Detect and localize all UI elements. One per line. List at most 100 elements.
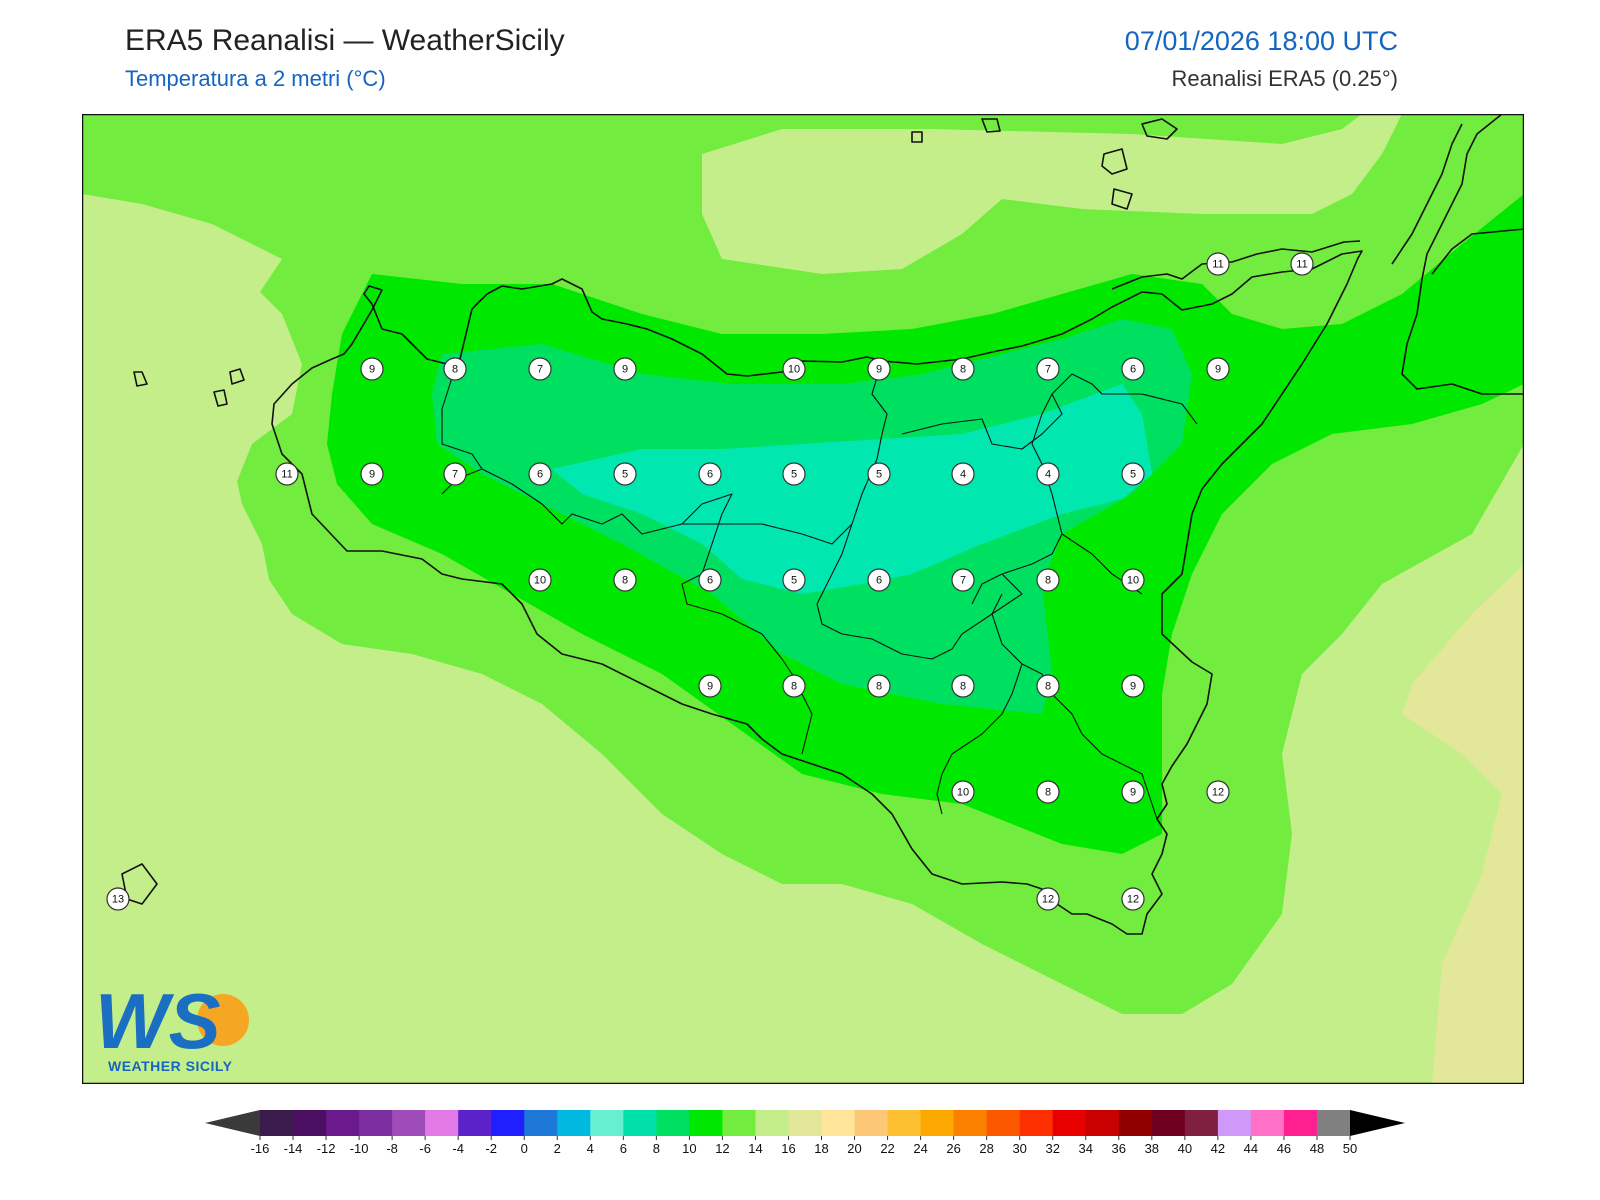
map-title: ERA5 Reanalisi — WeatherSicily (125, 24, 565, 57)
colorbar-tick-label: 20 (847, 1141, 861, 1156)
colorbar-cell (590, 1110, 624, 1136)
station-circle (360, 357, 384, 381)
colorbar-tick-label: 32 (1045, 1141, 1059, 1156)
station-circle (782, 462, 806, 486)
station-value: 4 (960, 469, 966, 481)
station-marker: 6 (1121, 357, 1145, 381)
station-value: 7 (960, 575, 966, 587)
station-value: 12 (1212, 787, 1224, 799)
contour-band-4-6 (552, 384, 1152, 594)
station-value: 6 (876, 575, 882, 587)
station-circle (698, 674, 722, 698)
station-value: 9 (369, 469, 375, 481)
colorbar-cell (887, 1110, 922, 1136)
station-circle (951, 568, 975, 592)
station-value: 10 (1127, 575, 1139, 587)
colorbar-cell (953, 1110, 988, 1136)
colorbar-cell (1283, 1110, 1318, 1136)
colorbar-tick-label: 40 (1178, 1141, 1192, 1156)
station-marker: 6 (528, 462, 552, 486)
station-circle (1036, 780, 1060, 804)
colorbar-cell (821, 1110, 856, 1136)
station-marker: 12 (1121, 887, 1145, 911)
station-circle (698, 568, 722, 592)
logo-text: WEATHER SICILY (108, 1058, 233, 1074)
colorbar-cell (1217, 1110, 1252, 1136)
colorbar-cell (788, 1110, 823, 1136)
station-value: 8 (960, 681, 966, 693)
colorbar-cell (1019, 1110, 1054, 1136)
station-marker: 12 (1206, 780, 1230, 804)
station-marker: 13 (106, 887, 130, 911)
colorbar-tick-label: 16 (781, 1141, 795, 1156)
station-marker: 7 (443, 462, 467, 486)
colorbar-tick-label: 18 (814, 1141, 828, 1156)
station-value: 9 (1130, 787, 1136, 799)
colorbar-tick-label: 22 (880, 1141, 894, 1156)
station-value: 7 (452, 469, 458, 481)
colorbar-over-arrow (1350, 1110, 1405, 1136)
colorbar-tick-label: 6 (620, 1141, 627, 1156)
station-value: 6 (707, 575, 713, 587)
colorbar-tick-label: 44 (1244, 1141, 1258, 1156)
station-marker: 6 (867, 568, 891, 592)
station-value: 12 (1042, 894, 1054, 906)
colorbar-cell (920, 1110, 955, 1136)
station-value: 6 (537, 469, 543, 481)
colorbar-tick-label: 38 (1145, 1141, 1159, 1156)
station-circle (443, 462, 467, 486)
weather-sicily-logo: WS (95, 980, 249, 1065)
station-marker: 11 (1206, 252, 1230, 276)
station-value: 13 (112, 894, 124, 906)
station-circle (1206, 357, 1230, 381)
colorbar-cell (1151, 1110, 1186, 1136)
colorbar-tick-label: -8 (386, 1141, 398, 1156)
station-marker: 8 (1036, 674, 1060, 698)
colorbar-tick-label: 34 (1079, 1141, 1093, 1156)
station-circle (1290, 252, 1314, 276)
station-value: 6 (1130, 364, 1136, 376)
colorbar-cell (1085, 1110, 1120, 1136)
temperature-colorbar: -16 -14 -12 -10 -8 -6 -4 -2 0 2 4 6 8 10 12 14 16 18 20 22 2… (205, 1110, 1405, 1156)
station-marker: 6 (698, 462, 722, 486)
colorbar-tick-label: -2 (485, 1141, 497, 1156)
colorbar-cell (425, 1110, 459, 1136)
station-value: 12 (1127, 894, 1139, 906)
station-value: 11 (281, 469, 292, 481)
station-circle (867, 357, 891, 381)
station-circle (106, 887, 130, 911)
station-value: 8 (876, 681, 882, 693)
station-value: 5 (791, 575, 797, 587)
station-circle (951, 357, 975, 381)
colorbar-tick-label: -16 (251, 1141, 270, 1156)
colorbar-cell (326, 1110, 360, 1136)
colorbar-cell (1184, 1110, 1219, 1136)
station-value: 9 (369, 364, 375, 376)
station-circle (1036, 462, 1060, 486)
station-marker: 8 (613, 568, 637, 592)
colorbar-tick-label: -12 (317, 1141, 336, 1156)
colorbar-tick-label: 30 (1012, 1141, 1026, 1156)
station-value: 4 (1045, 469, 1051, 481)
station-marker: 10 (1121, 568, 1145, 592)
station-marker: 5 (782, 462, 806, 486)
colorbar-cell (260, 1110, 294, 1136)
colorbar-cell (491, 1110, 525, 1136)
station-marker: 11 (275, 462, 299, 486)
colorbar-tick-label: 14 (748, 1141, 762, 1156)
station-marker: 10 (782, 357, 806, 381)
station-value: 11 (1296, 259, 1307, 271)
station-marker: 8 (443, 357, 467, 381)
colorbar-under-arrow (205, 1110, 260, 1136)
colorbar-tick-label: 10 (682, 1141, 696, 1156)
station-marker: 9 (1121, 780, 1145, 804)
station-marker: 9 (1206, 357, 1230, 381)
colorbar-tick-label: 26 (946, 1141, 960, 1156)
station-marker: 7 (951, 568, 975, 592)
station-value: 10 (788, 364, 800, 376)
colorbar-tick-label: 0 (521, 1141, 528, 1156)
colorbar-tick-label: 8 (653, 1141, 660, 1156)
colorbar-cell (656, 1110, 690, 1136)
colorbar-tick-label: -10 (350, 1141, 369, 1156)
station-circle (782, 674, 806, 698)
